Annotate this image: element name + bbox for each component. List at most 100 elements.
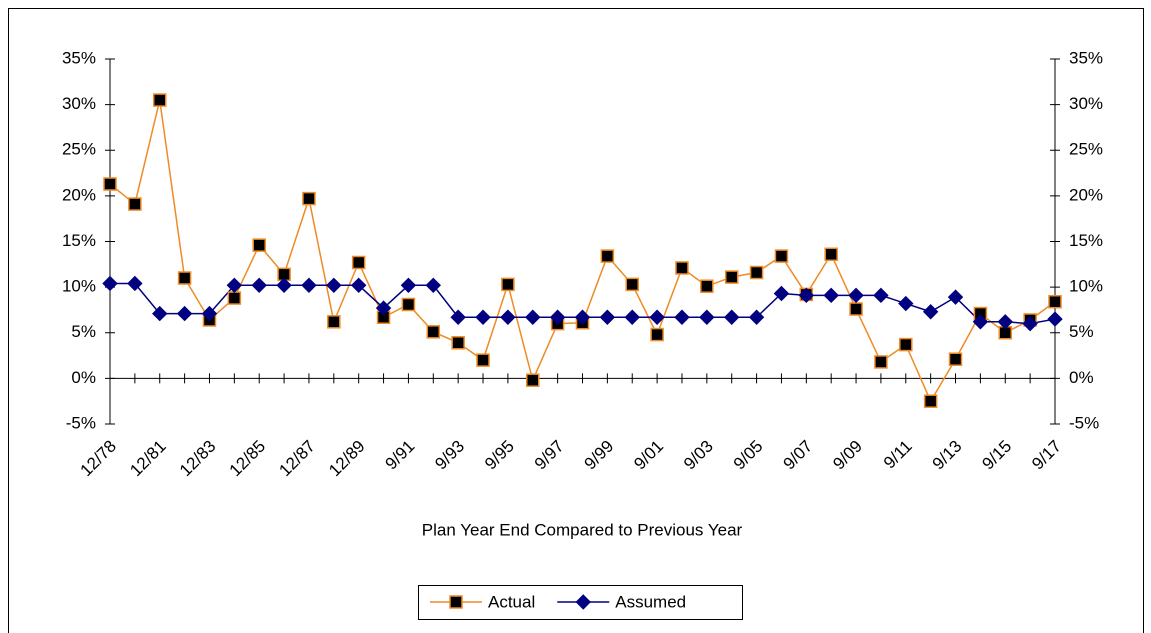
data-point: [898, 295, 914, 312]
x-tick-label: 9/11: [880, 437, 916, 473]
data-point: [972, 314, 989, 330]
data-point: [700, 279, 714, 293]
y2-tick-label: 5%: [1069, 322, 1094, 341]
x-tick-label: 12/87: [275, 437, 319, 481]
legend: Actual Assumed: [418, 585, 743, 620]
data-point: [400, 277, 417, 294]
x-axis-title: Plan Year End Compared to Previous Year: [422, 520, 743, 539]
data-point: [375, 300, 392, 316]
data-point: [326, 277, 342, 294]
data-point: [1047, 311, 1063, 327]
data-point: [1048, 294, 1062, 309]
y2-tick-label: 15%: [1069, 231, 1103, 250]
data-point: [128, 197, 142, 211]
x-tick-label: 12/85: [226, 437, 270, 481]
data-point: [997, 314, 1013, 330]
data-point: [177, 271, 192, 285]
y-tick-label: 15%: [62, 231, 96, 250]
data-point: [773, 285, 790, 302]
legend-marker: [575, 594, 591, 610]
data-point: [476, 353, 490, 367]
data-point: [152, 305, 168, 322]
chart-border: [8, 8, 1144, 633]
data-point: [302, 191, 316, 206]
data-point: [849, 302, 863, 316]
data-point: [674, 309, 690, 325]
data-point: [874, 355, 888, 369]
data-point: [401, 297, 416, 312]
x-tick-label: 9/97: [531, 437, 568, 474]
data-point: [625, 277, 639, 292]
y2-tick-label: 30%: [1069, 94, 1103, 113]
data-point: [774, 249, 789, 263]
y2-tick-label: 25%: [1069, 140, 1103, 159]
data-point: [525, 309, 541, 325]
x-tick-label: 9/95: [481, 437, 518, 474]
data-point: [922, 304, 939, 320]
legend-label: Actual: [488, 592, 535, 611]
data-point: [574, 309, 591, 325]
data-point: [501, 277, 515, 292]
data-point: [425, 277, 441, 294]
data-point: [251, 277, 267, 294]
x-tick-label: 9/09: [829, 437, 866, 474]
y-tick-label: 20%: [62, 185, 96, 204]
y2-tick-label: 35%: [1069, 48, 1103, 67]
data-point: [451, 336, 465, 350]
x-tick-label: 9/01: [630, 437, 667, 474]
data-point: [276, 277, 292, 294]
data-point: [152, 93, 167, 107]
y-tick-label: 0%: [71, 368, 96, 387]
x-tick-label: 9/99: [581, 437, 618, 474]
data-point: [848, 287, 864, 304]
data-point: [226, 277, 243, 294]
data-point: [873, 287, 889, 304]
data-point: [102, 275, 118, 292]
legend-label: Assumed: [615, 592, 686, 611]
data-point: [549, 309, 566, 325]
y2-tick-label: 0%: [1069, 368, 1094, 387]
data-point: [947, 289, 964, 305]
data-point: [227, 291, 242, 305]
x-tick-label: 9/93: [431, 437, 468, 474]
data-point: [699, 309, 715, 325]
data-point: [948, 352, 963, 366]
y2-tick-label: 20%: [1069, 185, 1103, 204]
data-point: [798, 287, 815, 304]
data-point: [599, 309, 616, 325]
x-tick-label: 12/78: [76, 437, 120, 481]
data-point: [500, 309, 516, 325]
data-point: [301, 277, 317, 294]
x-tick-label: 9/05: [730, 437, 767, 474]
data-point: [923, 394, 938, 408]
data-point: [176, 305, 193, 322]
data-point: [127, 275, 143, 292]
y2-tick-label: -5%: [1069, 413, 1099, 432]
data-point: [350, 277, 367, 294]
data-point: [426, 325, 441, 339]
data-point: [201, 305, 218, 322]
x-tick-label: 9/03: [680, 437, 717, 474]
data-point: [475, 309, 491, 325]
data-point: [824, 247, 838, 262]
x-tick-label: 12/83: [176, 437, 220, 481]
data-point: [526, 373, 540, 387]
data-point: [450, 309, 466, 325]
x-tick-label: 9/17: [1028, 437, 1065, 474]
data-point: [1022, 315, 1038, 332]
data-point: [252, 238, 266, 252]
y-tick-label: 10%: [62, 277, 96, 296]
data-point: [327, 315, 341, 329]
data-point: [650, 327, 664, 342]
data-point: [724, 270, 739, 284]
data-point: [649, 309, 665, 325]
data-point: [103, 177, 117, 191]
data-point: [624, 309, 640, 325]
data-point: [899, 337, 913, 352]
data-point: [724, 309, 740, 325]
x-tick-label: 9/13: [929, 437, 966, 474]
y-tick-label: 30%: [62, 94, 96, 113]
y-tick-label: 25%: [62, 140, 96, 159]
x-tick-label: 12/89: [325, 437, 369, 481]
